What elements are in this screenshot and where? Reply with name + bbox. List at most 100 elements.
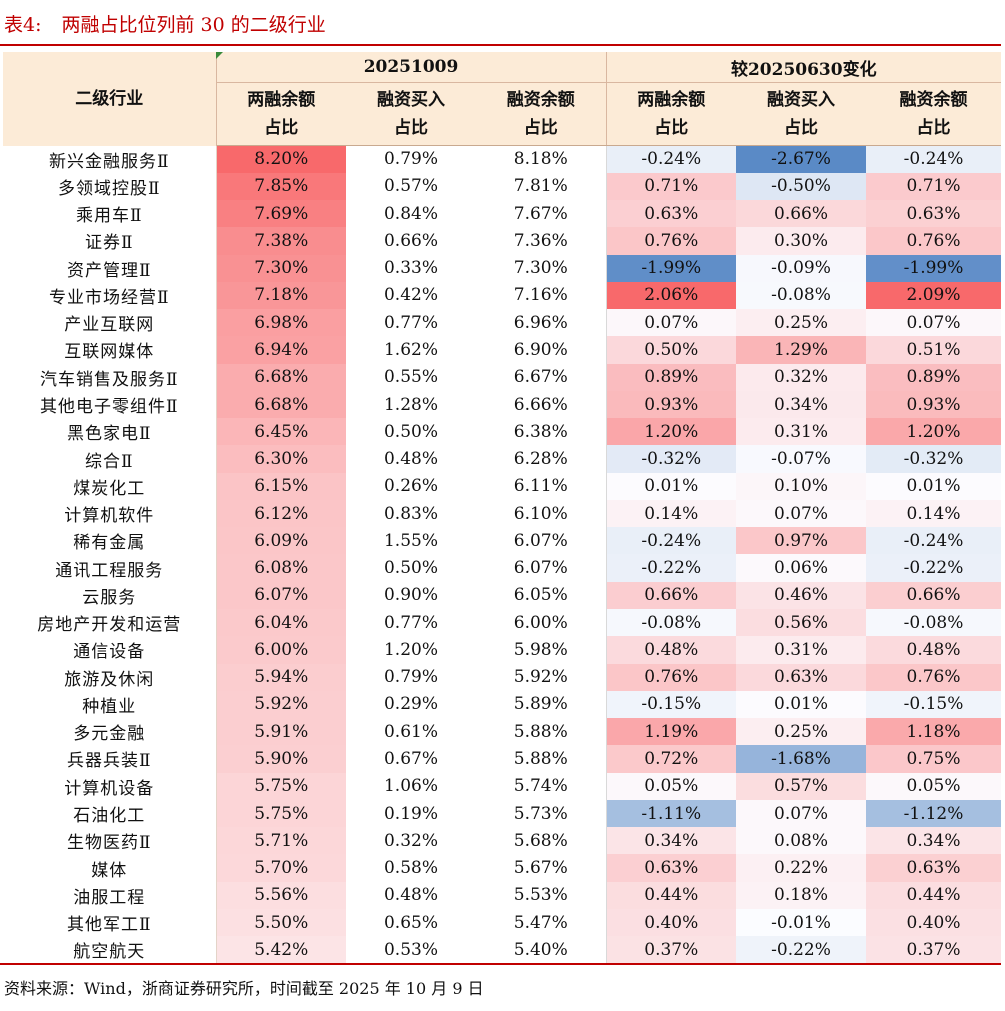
value-cell: -1.99% bbox=[605, 254, 737, 282]
value-cell: 0.08% bbox=[736, 827, 867, 855]
value-cell: 0.89% bbox=[866, 363, 1002, 391]
table-row: 油服工程 5.56% 0.48% 5.53% 0.44% 0.18% 0.44% bbox=[3, 881, 1002, 909]
value-cell: 0.25% bbox=[736, 309, 867, 337]
value-cell: 6.12% bbox=[216, 499, 346, 528]
table-row: 航空航天 5.42% 0.53% 5.40% 0.37% -0.22% 0.37% bbox=[3, 936, 1002, 964]
value-cell: 5.47% bbox=[513, 912, 568, 933]
value-cell: 0.56% bbox=[736, 609, 867, 637]
industry-cell: 油服工程 bbox=[3, 881, 217, 909]
value-cell: 0.63% bbox=[605, 854, 737, 882]
value-cell: 0.66% bbox=[736, 200, 867, 228]
value-cell: -0.08% bbox=[866, 609, 1002, 637]
source-note: 资料来源：Wind，浙商证券研究所，时间截至 2025 年 10 月 9 日 bbox=[4, 979, 484, 998]
value-cell: 0.63% bbox=[866, 854, 1002, 882]
table-row: 通信设备 6.00% 1.20% 5.98% 0.48% 0.31% 0.48% bbox=[3, 636, 1002, 664]
industry-cell: 互联网媒体 bbox=[3, 336, 217, 364]
value-cell: -0.09% bbox=[736, 254, 867, 282]
value-cell: 0.65% bbox=[383, 912, 438, 933]
header-col5-line2: 占比 bbox=[784, 118, 819, 138]
value-cell: 0.71% bbox=[866, 172, 1002, 201]
value-cell: 0.55% bbox=[383, 367, 438, 388]
value-cell: 0.01% bbox=[736, 690, 867, 719]
header-col2-line1: 融资买入 bbox=[377, 90, 445, 110]
header-col2-line2: 占比 bbox=[394, 118, 428, 138]
value-cell: -0.15% bbox=[866, 690, 1002, 719]
value-cell: -0.15% bbox=[605, 690, 737, 719]
value-cell: 5.67% bbox=[513, 858, 568, 879]
value-cell: 0.58% bbox=[383, 858, 438, 879]
value-cell: -0.24% bbox=[866, 145, 1002, 173]
value-cell: 0.90% bbox=[383, 585, 438, 606]
value-cell: -1.99% bbox=[866, 254, 1002, 282]
value-cell: 0.31% bbox=[736, 636, 867, 664]
value-cell: 7.85% bbox=[216, 172, 346, 201]
value-cell: 0.26% bbox=[383, 476, 438, 497]
header-col3-line1: 融资余额 bbox=[506, 90, 575, 110]
table-row: 其他电子零组件Ⅱ 6.68% 1.28% 6.66% 0.93% 0.34% 0.93% bbox=[3, 390, 1002, 419]
value-cell: 6.10% bbox=[513, 503, 568, 524]
table-row: 旅游及休闲 5.94% 0.79% 5.92% 0.76% 0.63% 0.76% bbox=[3, 663, 1002, 691]
value-cell: 0.61% bbox=[383, 721, 438, 742]
value-cell: 6.07% bbox=[513, 558, 568, 579]
value-cell: 1.20% bbox=[383, 639, 438, 660]
industry-cell: 通信设备 bbox=[3, 636, 217, 664]
value-cell: 1.06% bbox=[383, 776, 438, 797]
table-row: 通讯工程服务 6.08% 0.50% 6.07% -0.22% 0.06% -0.22% bbox=[3, 554, 1002, 582]
value-cell: 0.33% bbox=[383, 258, 438, 279]
value-cell: 0.32% bbox=[383, 830, 438, 851]
industry-cell: 兵器兵装Ⅱ bbox=[3, 745, 217, 773]
value-cell: 0.31% bbox=[736, 418, 867, 446]
value-cell: 0.57% bbox=[736, 772, 867, 800]
value-cell: 5.88% bbox=[513, 748, 568, 769]
header-col4-line2: 占比 bbox=[654, 118, 689, 138]
value-cell: 0.50% bbox=[383, 421, 438, 442]
value-cell: 0.48% bbox=[866, 636, 1002, 664]
value-cell: 6.28% bbox=[513, 449, 568, 470]
value-cell: 0.63% bbox=[866, 200, 1002, 228]
top-rule bbox=[0, 44, 1001, 46]
header-col-financing-balance-ratio: 融资余额 占比 bbox=[476, 82, 607, 146]
industry-cell: 专业市场经营Ⅱ bbox=[3, 281, 217, 310]
table-row: 煤炭化工 6.15% 0.26% 6.11% 0.01% 0.10% 0.01% bbox=[3, 472, 1002, 500]
value-cell: 7.30% bbox=[216, 254, 346, 282]
industry-cell: 媒体 bbox=[3, 854, 217, 882]
industry-cell: 稀有金属 bbox=[3, 527, 217, 555]
table-row: 其他军工Ⅱ 5.50% 0.65% 5.47% 0.40% -0.01% 0.40% bbox=[3, 908, 1002, 937]
value-cell: -2.67% bbox=[736, 145, 867, 173]
value-cell: 5.42% bbox=[216, 936, 346, 964]
value-cell: -0.22% bbox=[866, 554, 1002, 582]
industry-cell: 云服务 bbox=[3, 581, 217, 610]
value-cell: 0.48% bbox=[383, 885, 438, 906]
header-col-margin-balance-ratio: 两融余额 占比 bbox=[216, 82, 346, 146]
value-cell: 0.07% bbox=[736, 799, 867, 828]
value-cell: 0.05% bbox=[605, 772, 737, 800]
table-row: 多元金融 5.91% 0.61% 5.88% 1.19% 0.25% 1.18% bbox=[3, 718, 1002, 746]
industry-cell: 乘用车Ⅱ bbox=[3, 200, 217, 228]
table-row: 汽车销售及服务Ⅱ 6.68% 0.55% 6.67% 0.89% 0.32% 0.89% bbox=[3, 363, 1002, 391]
value-cell: 6.09% bbox=[216, 527, 346, 555]
value-cell: 5.89% bbox=[513, 694, 568, 715]
table-row: 生物医药Ⅱ 5.71% 0.32% 5.68% 0.34% 0.08% 0.34% bbox=[3, 827, 1002, 855]
value-cell: 0.76% bbox=[605, 227, 737, 255]
industry-cell: 旅游及休闲 bbox=[3, 663, 217, 691]
value-cell: 0.48% bbox=[605, 636, 737, 664]
value-cell: 6.94% bbox=[216, 336, 346, 364]
value-cell: 6.11% bbox=[513, 476, 568, 497]
value-cell: 6.98% bbox=[216, 309, 346, 337]
industry-cell: 煤炭化工 bbox=[3, 472, 217, 500]
value-cell: 0.53% bbox=[383, 939, 438, 960]
table-title: 表4: 两融占比位列前 30 的二级行业 bbox=[4, 10, 326, 40]
header-corner-mark bbox=[216, 52, 223, 59]
value-cell: 5.91% bbox=[216, 718, 346, 746]
value-cell: 5.74% bbox=[513, 776, 568, 797]
header-change-group: 较20250630变化 bbox=[605, 52, 1002, 83]
table-row: 乘用车Ⅱ 7.69% 0.84% 7.67% 0.63% 0.66% 0.63% bbox=[3, 200, 1002, 228]
value-cell: 6.00% bbox=[513, 612, 568, 633]
value-cell: 6.07% bbox=[216, 581, 346, 610]
value-cell: 0.83% bbox=[383, 503, 438, 524]
value-cell: 0.48% bbox=[383, 449, 438, 470]
industry-cell: 生物医药Ⅱ bbox=[3, 827, 217, 855]
industry-cell: 通讯工程服务 bbox=[3, 554, 217, 582]
value-cell: 0.07% bbox=[736, 499, 867, 528]
value-cell: 0.67% bbox=[383, 748, 438, 769]
